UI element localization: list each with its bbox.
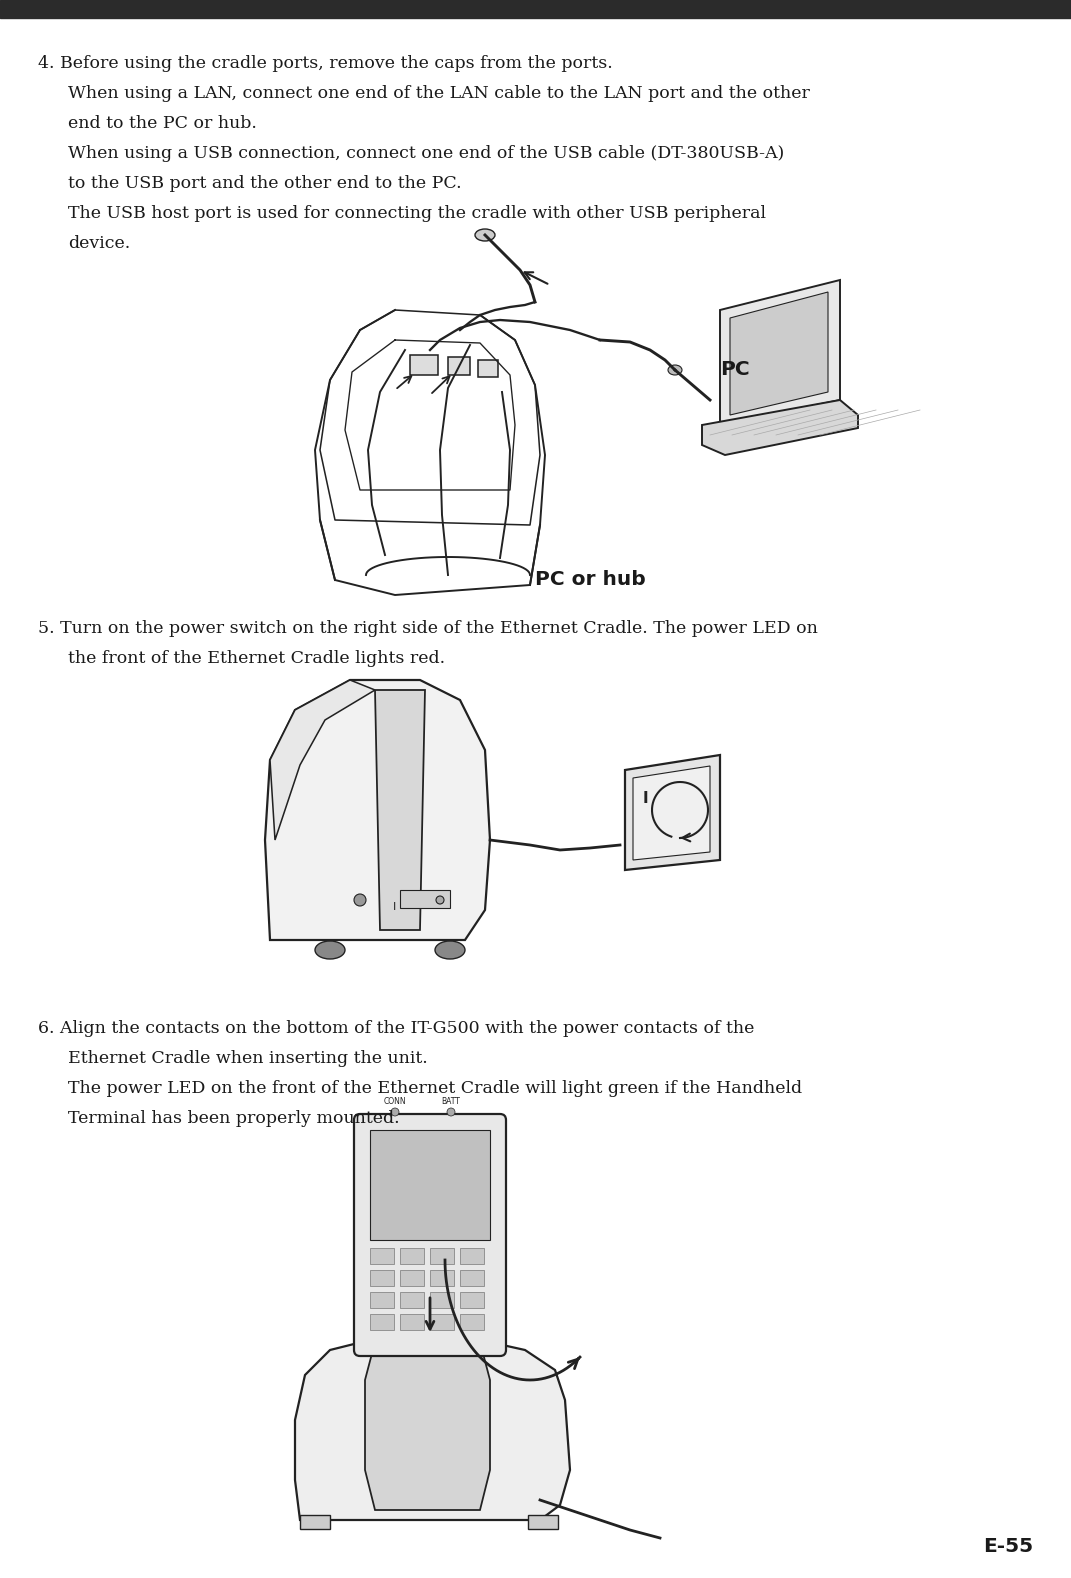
Text: to the USB port and the other end to the PC.: to the USB port and the other end to the…: [67, 175, 462, 193]
Text: The USB host port is used for connecting the cradle with other USB peripheral: The USB host port is used for connecting…: [67, 205, 766, 222]
Polygon shape: [295, 1340, 570, 1520]
Bar: [461, 1248, 484, 1264]
Circle shape: [391, 1108, 399, 1116]
Text: PC: PC: [720, 360, 750, 379]
Bar: [399, 1314, 424, 1330]
Bar: [369, 1248, 394, 1264]
Ellipse shape: [435, 940, 465, 959]
Text: 5. Turn on the power switch on the right side of the Ethernet Cradle. The power : 5. Turn on the power switch on the right…: [37, 620, 818, 638]
Polygon shape: [720, 279, 840, 424]
Bar: [369, 1270, 394, 1286]
Polygon shape: [270, 680, 375, 839]
Polygon shape: [265, 680, 491, 940]
Bar: [448, 357, 470, 376]
Polygon shape: [625, 754, 720, 869]
Bar: [0, 0, 1071, 17]
Bar: [461, 1292, 484, 1308]
Bar: [429, 1270, 454, 1286]
Bar: [399, 1248, 424, 1264]
Text: Ethernet Cradle when inserting the unit.: Ethernet Cradle when inserting the unit.: [67, 1049, 427, 1067]
Bar: [399, 890, 450, 907]
Bar: [410, 355, 438, 376]
Text: 4. Before using the cradle ports, remove the caps from the ports.: 4. Before using the cradle ports, remove…: [37, 55, 613, 73]
Ellipse shape: [476, 229, 495, 241]
Bar: [461, 1314, 484, 1330]
Text: The power LED on the front of the Ethernet Cradle will light green if the Handhe: The power LED on the front of the Ethern…: [67, 1079, 802, 1097]
FancyBboxPatch shape: [355, 1114, 506, 1356]
Bar: [369, 1314, 394, 1330]
Text: device.: device.: [67, 235, 131, 252]
Circle shape: [436, 896, 444, 904]
Bar: [429, 1314, 454, 1330]
Circle shape: [355, 895, 366, 906]
Bar: [429, 1248, 454, 1264]
Text: E-55: E-55: [983, 1537, 1034, 1556]
Text: I: I: [643, 791, 648, 805]
Text: 6. Align the contacts on the bottom of the IT-G500 with the power contacts of th: 6. Align the contacts on the bottom of t…: [37, 1019, 754, 1037]
Bar: [528, 1515, 558, 1529]
Bar: [399, 1292, 424, 1308]
Polygon shape: [633, 765, 710, 860]
Bar: [369, 1130, 491, 1240]
Text: CONN: CONN: [383, 1098, 406, 1106]
Text: Terminal has been properly mounted.: Terminal has been properly mounted.: [67, 1109, 399, 1127]
Bar: [369, 1292, 394, 1308]
Text: I: I: [393, 903, 396, 912]
Circle shape: [447, 1108, 455, 1116]
Bar: [300, 1515, 330, 1529]
Polygon shape: [702, 399, 858, 454]
Text: the front of the Ethernet Cradle lights red.: the front of the Ethernet Cradle lights …: [67, 650, 446, 667]
Text: end to the PC or hub.: end to the PC or hub.: [67, 115, 257, 133]
Bar: [478, 360, 498, 377]
Ellipse shape: [668, 365, 682, 376]
Polygon shape: [375, 690, 425, 929]
Text: BATT: BATT: [441, 1098, 461, 1106]
Polygon shape: [730, 292, 828, 415]
Polygon shape: [365, 1341, 491, 1510]
Text: When using a USB connection, connect one end of the USB cable (DT-380USB-A): When using a USB connection, connect one…: [67, 145, 784, 163]
Ellipse shape: [315, 940, 345, 959]
Text: When using a LAN, connect one end of the LAN cable to the LAN port and the other: When using a LAN, connect one end of the…: [67, 85, 810, 103]
Text: PC or hub: PC or hub: [534, 570, 646, 589]
Bar: [461, 1270, 484, 1286]
Bar: [429, 1292, 454, 1308]
Bar: [399, 1270, 424, 1286]
